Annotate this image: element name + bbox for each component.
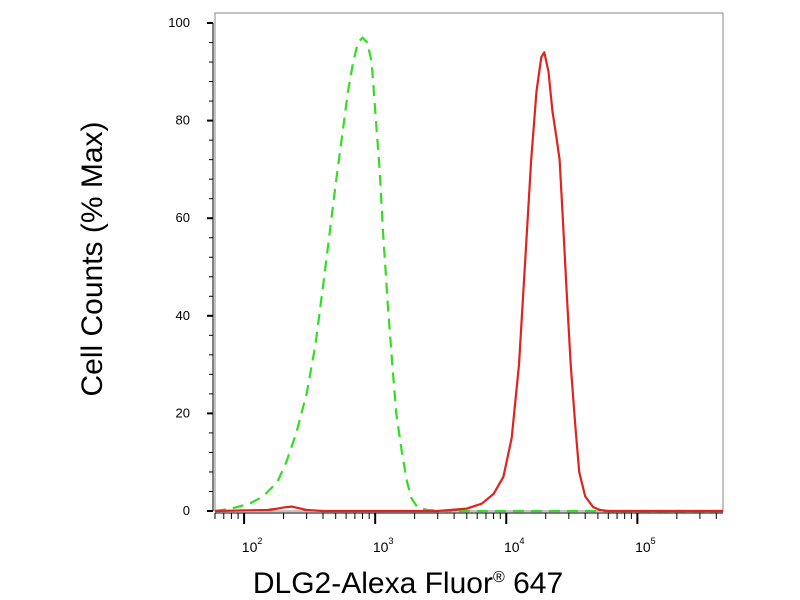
y-axis-title: Cell Counts (% Max)	[76, 121, 109, 396]
x-axis: 102 103 104 105	[214, 512, 723, 555]
x-tick-label: 102	[242, 536, 263, 555]
histogram-series-1	[214, 36, 723, 513]
y-tick-label: 100	[168, 15, 190, 30]
plot-frame	[214, 12, 724, 512]
y-tick-label: 0	[183, 503, 190, 518]
x-tick-label: 103	[373, 536, 394, 555]
x-axis-title: DLG2-Alexa Fluor® 647	[253, 567, 563, 600]
x-axis-title-suffix: 647	[505, 567, 563, 600]
y-tick-label: 80	[176, 113, 190, 128]
y-tick-label: 20	[176, 405, 190, 420]
x-tick-label: 104	[504, 536, 525, 555]
y-tick-label: 60	[176, 210, 190, 225]
x-tick-label: 105	[635, 536, 656, 555]
x-axis-title-mark: ®	[493, 569, 505, 586]
y-axis: 0 20 40 60 80 100	[168, 15, 214, 518]
x-axis-title-main: DLG2-Alexa Fluor	[253, 567, 493, 600]
y-tick-label: 40	[176, 308, 190, 323]
series-lines	[214, 36, 723, 513]
histogram-series-2	[214, 51, 723, 513]
